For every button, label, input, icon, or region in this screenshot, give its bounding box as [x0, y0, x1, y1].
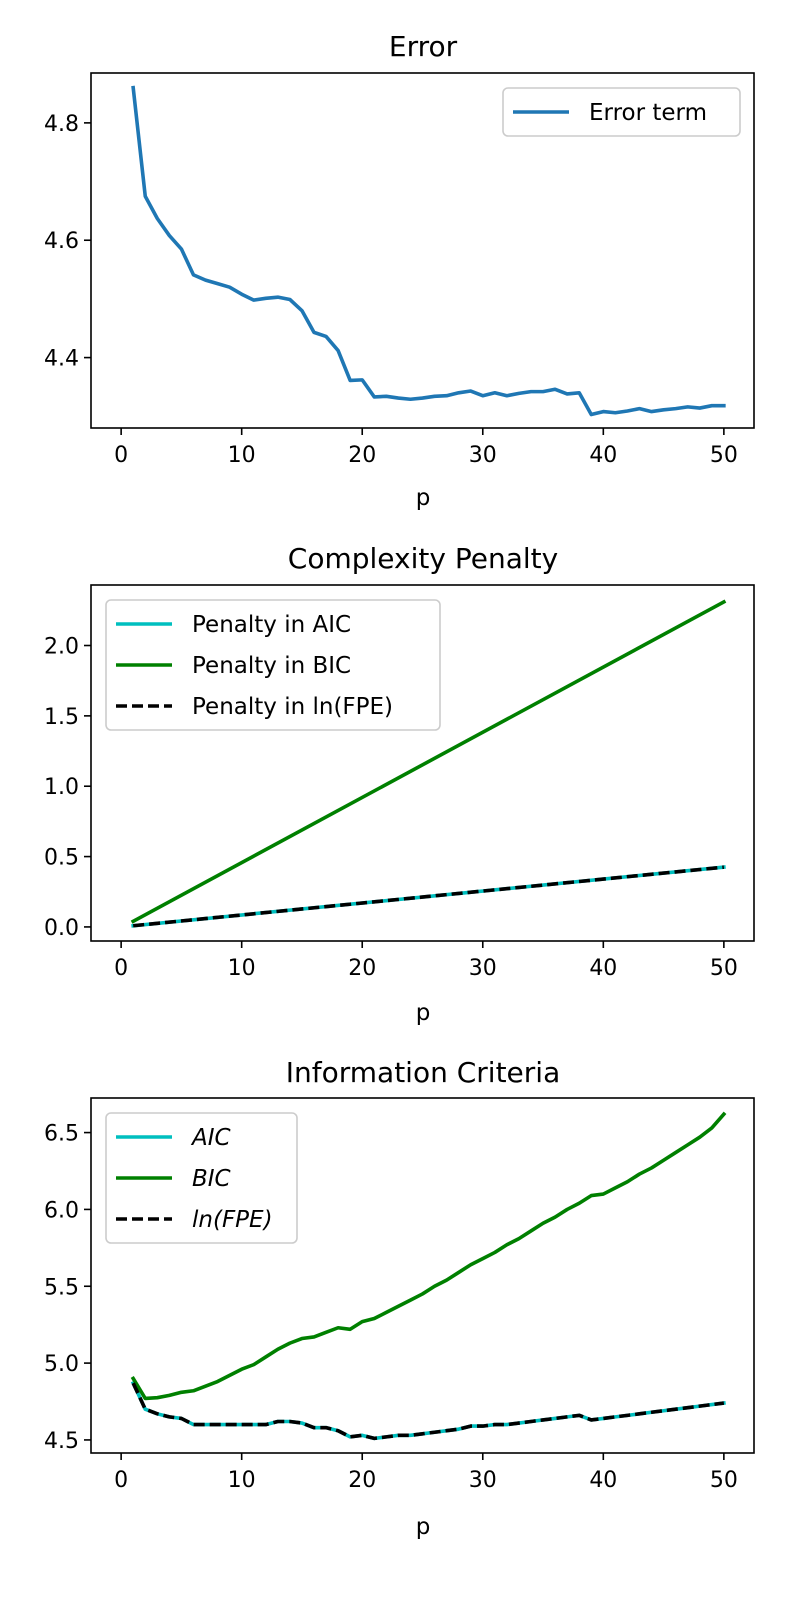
- chart-title: Information Criteria: [286, 1056, 560, 1089]
- y-tick-label: 6.0: [44, 1198, 79, 1223]
- x-tick-label: 20: [348, 443, 376, 468]
- x-tick-label: 30: [469, 956, 497, 981]
- panel-complexity-penalty: Complexity Penalty 0 10 20 30 40 50 0.0 0.5 1.0 1…: [44, 542, 755, 1026]
- y-tick-label: 2.0: [44, 635, 79, 660]
- plot-area: 0 10 20 30 40 50 4.4 4.6 4.8 Error term: [44, 72, 755, 468]
- panel-error: Error 0 10 20 30 40 50 4.4 4.6 4.8 Error term p: [44, 30, 755, 511]
- legend-box: [105, 599, 441, 731]
- legend-label: BIC: [192, 1166, 231, 1192]
- legend: Penalty in AIC Penalty in BIC Penalty in l…: [105, 599, 441, 731]
- x-tick-label: 30: [469, 1468, 497, 1493]
- legend-box: [502, 87, 741, 137]
- x-tick-label: 10: [228, 956, 256, 981]
- x-tick-label: 40: [589, 1468, 617, 1493]
- x-tick-label: 50: [710, 956, 738, 981]
- axes-frame: [90, 72, 755, 429]
- x-tick-label: 40: [589, 956, 617, 981]
- y-tick-label: 4.6: [44, 229, 79, 254]
- x-tick-label: 40: [589, 443, 617, 468]
- x-tick-label: 10: [228, 443, 256, 468]
- x-axis-label: p: [416, 1514, 431, 1540]
- x-tick-label: 0: [114, 1468, 128, 1493]
- series-line-penalty-in-ln-fpe: [133, 865, 725, 928]
- y-tick-label: 4.4: [44, 347, 79, 372]
- legend-label: Penalty in BIC: [192, 653, 351, 679]
- legend: Error term: [502, 87, 741, 137]
- plot-area: 0 10 20 30 40 50 4.5 5.0 5.5 6.0 6.5 AIC BIC ln(FPE): [44, 1097, 755, 1493]
- plot-area: 0 10 20 30 40 50 0.0 0.5 1.0 1.5 2.0 Penalty in AIC…: [44, 584, 755, 981]
- x-tick-label: 0: [114, 443, 128, 468]
- panel-information-criteria: Information Criteria 0 10 20 30 40 50 4.5 5.0 5.…: [44, 1056, 755, 1540]
- x-tick-label: 20: [348, 1468, 376, 1493]
- series-line-bic: [130, 1111, 727, 1401]
- y-tick-label: 5.0: [44, 1352, 79, 1377]
- legend-label: Error term: [589, 100, 707, 126]
- x-tick-label: 20: [348, 956, 376, 981]
- chart-title: Error: [389, 30, 458, 63]
- axes-frame: [90, 1097, 755, 1454]
- series-line-error-term: [131, 85, 726, 417]
- x-tick-label: 50: [710, 443, 738, 468]
- legend-label: Penalty in ln(FPE): [192, 694, 393, 720]
- x-axis-label: p: [416, 485, 431, 511]
- chart-title: Complexity Penalty: [288, 542, 558, 575]
- legend-label: Penalty in AIC: [192, 612, 351, 638]
- legend: AIC BIC ln(FPE): [105, 1112, 298, 1244]
- x-tick-label: 10: [228, 1468, 256, 1493]
- x-tick-label: 0: [114, 956, 128, 981]
- series-line-penalty-in-bic: [130, 599, 727, 924]
- y-tick-label: 1.5: [44, 705, 79, 730]
- legend-label: ln(FPE): [192, 1207, 273, 1233]
- x-tick-label: 30: [469, 443, 497, 468]
- y-tick-label: 5.5: [44, 1275, 79, 1300]
- y-tick-label: 0.5: [44, 846, 79, 871]
- legend-label: AIC: [190, 1125, 231, 1151]
- series-line-ln-fpe: [131, 1382, 725, 1441]
- legend-box: [105, 1112, 298, 1244]
- y-tick-label: 6.5: [44, 1122, 79, 1147]
- x-axis-label: p: [416, 1000, 431, 1026]
- y-tick-label: 4.8: [44, 112, 79, 137]
- y-tick-label: 1.0: [44, 775, 79, 800]
- axes-frame: [90, 584, 755, 942]
- y-tick-label: 0.0: [44, 916, 79, 941]
- y-tick-label: 4.5: [44, 1429, 79, 1454]
- x-tick-label: 50: [710, 1468, 738, 1493]
